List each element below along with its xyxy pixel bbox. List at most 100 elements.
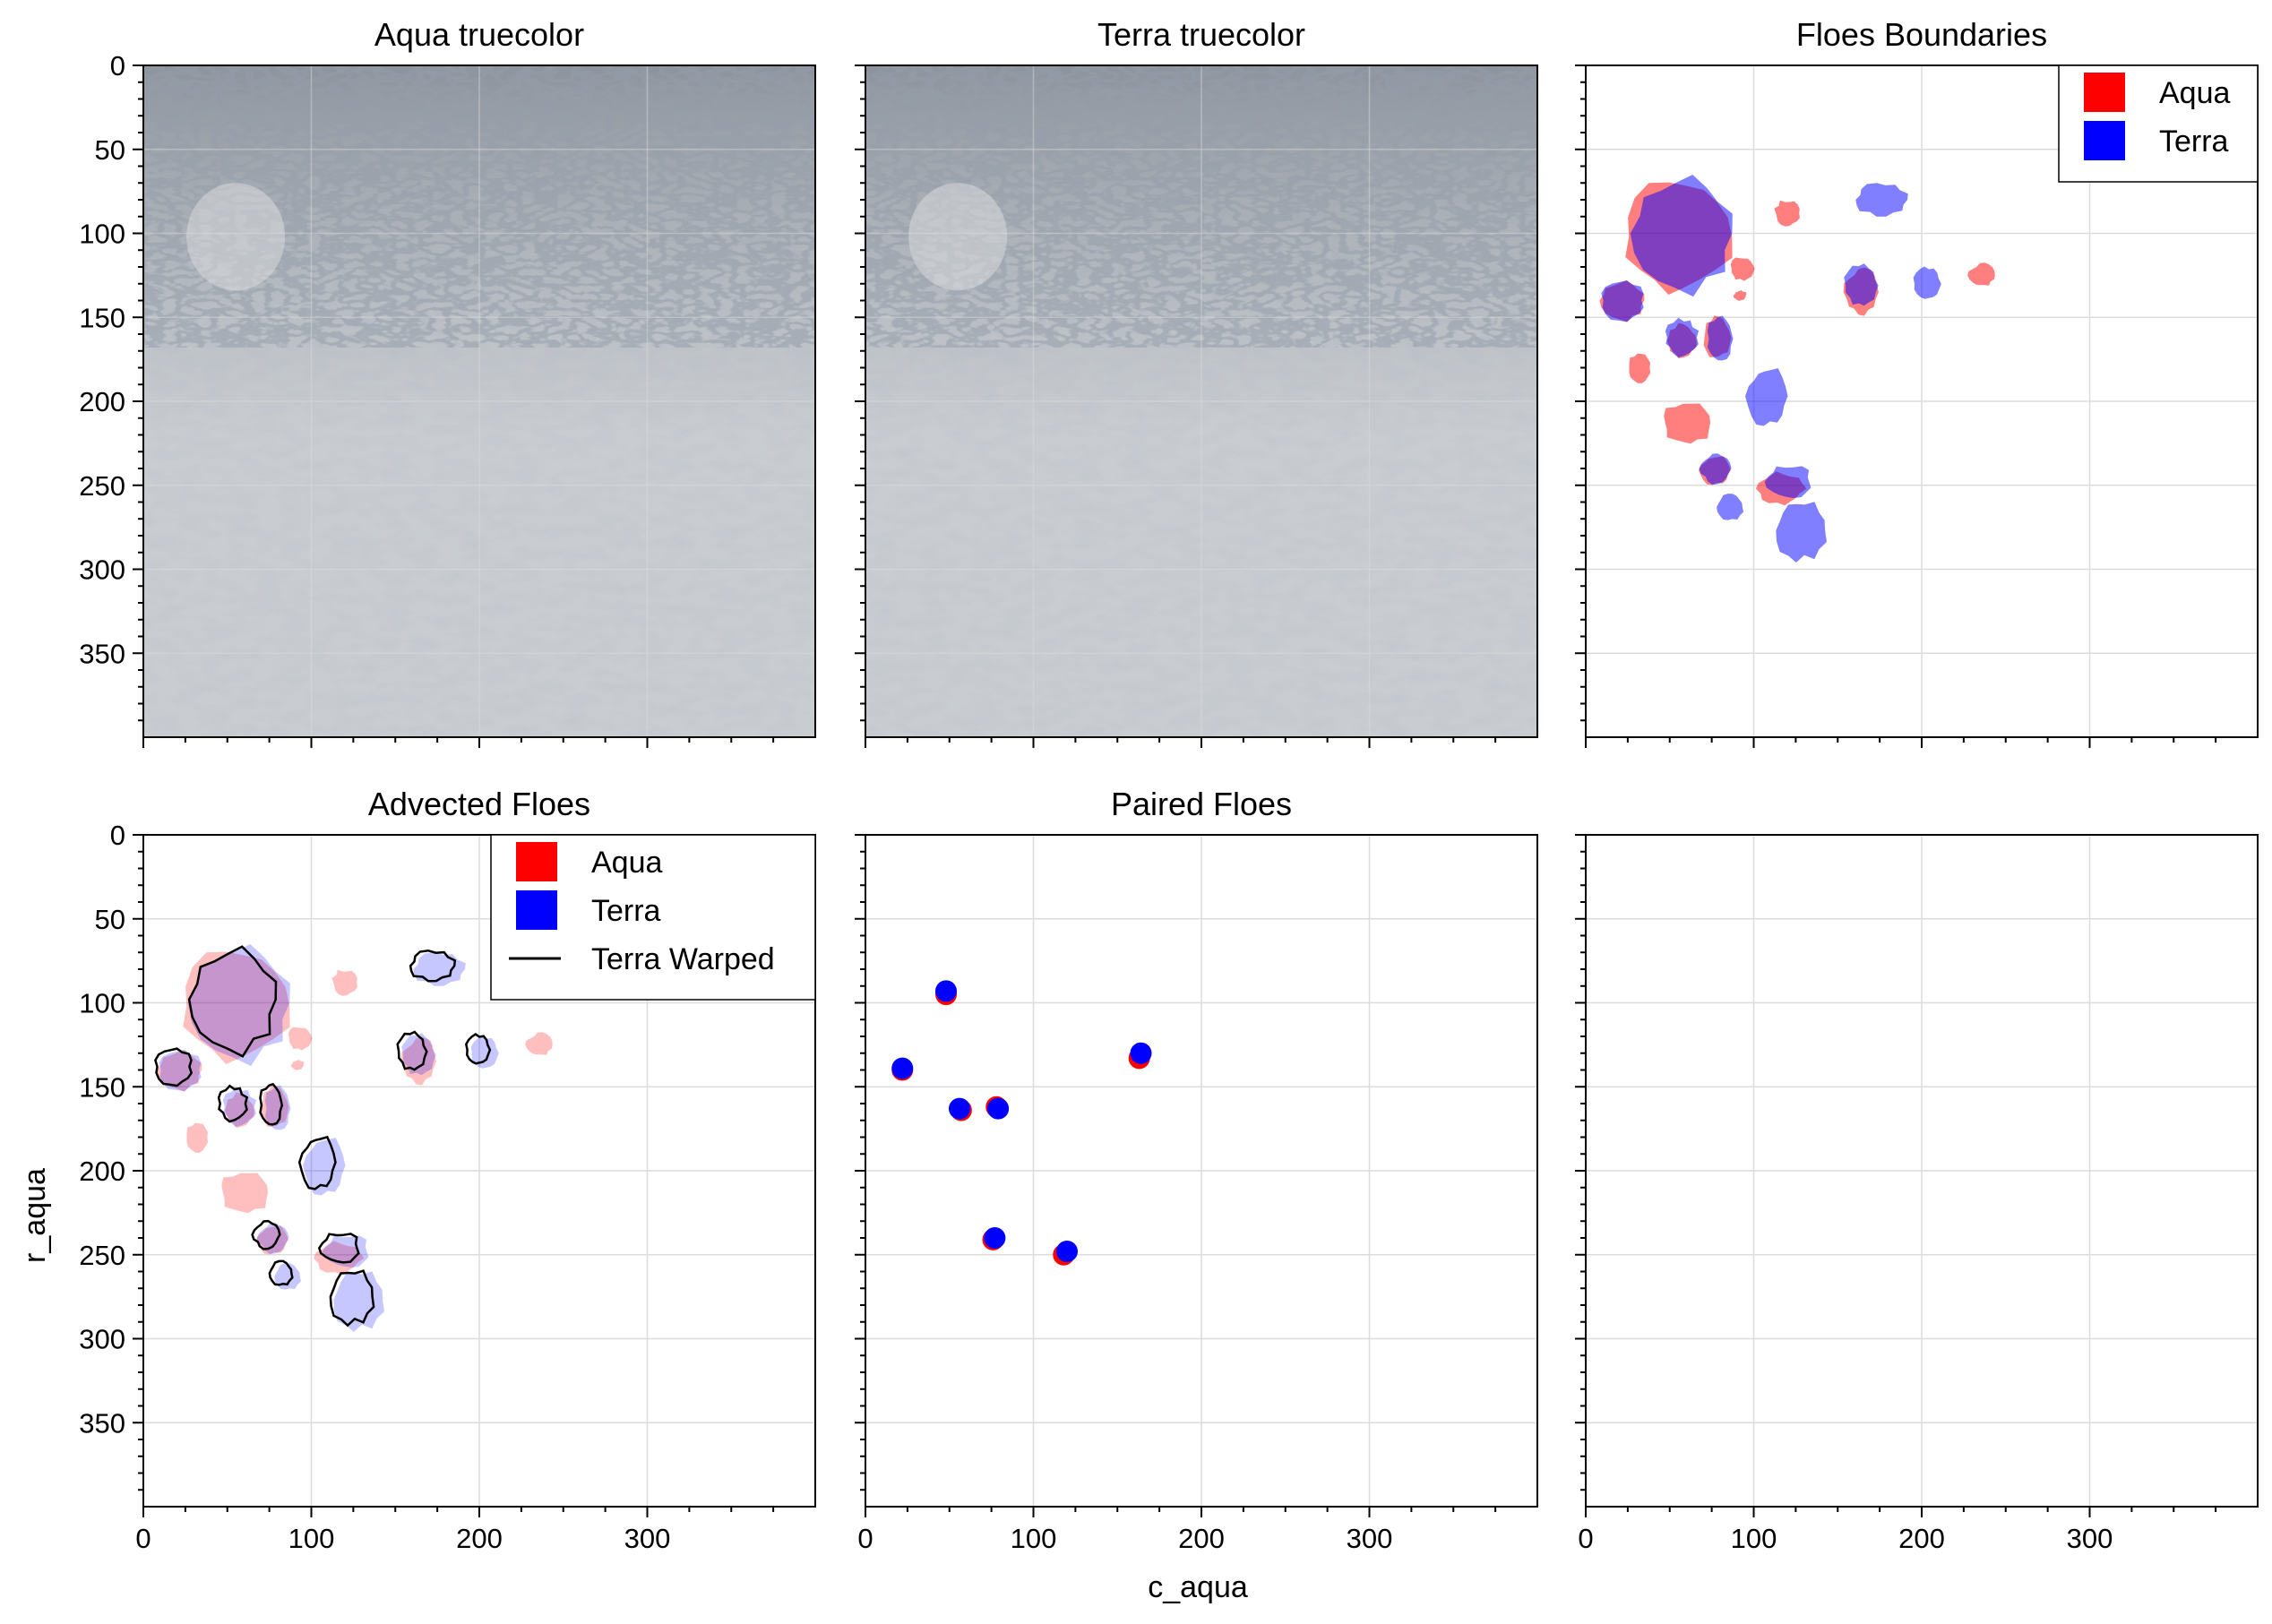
y-tick-label: 0: [110, 50, 125, 82]
large-floe-patch: [908, 183, 1008, 291]
paired-terra-point: [984, 1227, 1006, 1249]
y-tick-label: 300: [79, 1324, 125, 1355]
terra-warped-outline: [329, 1269, 375, 1328]
ticks: [855, 64, 1497, 748]
terra-warped-outline: [217, 1084, 249, 1123]
y-tick-label: 250: [79, 470, 125, 502]
y-tick-label: 50: [95, 904, 125, 935]
terra-floe: [413, 952, 466, 986]
aqua-floe: [400, 1036, 436, 1086]
satellite-image: [143, 65, 815, 737]
legend-label: Terra: [2159, 125, 2229, 159]
panel-paired-floes: 0 100 200 300 Paired Floes: [855, 786, 1538, 1554]
terra-floe: [1913, 266, 1941, 299]
grid: [1586, 835, 2258, 1507]
y-tick-label: 150: [79, 1071, 125, 1103]
terra-floe: [256, 1223, 289, 1254]
x-tick-label: 200: [1178, 1523, 1225, 1554]
terra-floe: [303, 1138, 346, 1196]
y-tick-label: 350: [79, 638, 125, 669]
terra-floe: [1764, 466, 1812, 498]
data-layer: [891, 980, 1152, 1266]
data-layer: [1599, 175, 1995, 563]
panel-title: Paired Floes: [1111, 786, 1292, 822]
y-tick-label: 300: [79, 554, 125, 586]
y-tick-label: 150: [79, 302, 125, 333]
legend-swatch-terra: [516, 890, 557, 930]
panel-advected-floes: 0 50 100 150 200 250 300 350 0 100 200 300 Advected …: [79, 786, 816, 1554]
terra-warped-outline: [409, 949, 457, 983]
aqua-floe: [1774, 200, 1800, 227]
legend-swatch-terra: [2084, 121, 2125, 160]
panel-title: Aqua truecolor: [374, 16, 584, 53]
legend-swatch-aqua: [2084, 73, 2125, 112]
legend-label: Aqua: [591, 846, 662, 880]
large-floe-patch: [186, 183, 286, 291]
data-layer: [154, 944, 553, 1332]
terra-floe: [470, 1035, 499, 1069]
legend-label: Terra: [591, 894, 661, 928]
panel-terra-truecolor: Terra truecolor: [855, 16, 1538, 748]
aqua-floe: [261, 1085, 289, 1127]
aqua-floe: [1730, 257, 1755, 281]
x-tick-label: 0: [857, 1523, 873, 1554]
panel-title: Advected Floes: [368, 786, 590, 822]
aqua-floe: [1733, 290, 1747, 301]
grid: [865, 835, 1537, 1507]
terra-warped-outline: [297, 1135, 337, 1190]
panel-title: Floes Boundaries: [1796, 16, 2047, 53]
y-tick-label: 100: [79, 219, 125, 250]
y-tick-label: 50: [95, 134, 125, 166]
paired-terra-point: [891, 1057, 914, 1079]
x-axis-label: c_aqua: [1148, 1570, 1248, 1604]
terra-floe: [264, 1085, 291, 1130]
y-tick-label: 200: [79, 386, 125, 417]
paired-terra-point: [1056, 1241, 1078, 1262]
ticks: [1575, 834, 2217, 1517]
aqua-floe: [186, 1122, 209, 1153]
aqua-floe: [313, 1241, 365, 1276]
x-tick-label: 100: [1731, 1523, 1777, 1554]
ticks: [133, 64, 775, 748]
terra-floe: [1855, 183, 1908, 217]
terra-floe: [1630, 175, 1733, 297]
terra-warped-outline: [251, 1219, 281, 1250]
legend-label: Aqua: [2159, 76, 2230, 110]
terra-warped-outline: [187, 945, 278, 1058]
terra-floe: [1776, 502, 1827, 563]
ticks: [855, 834, 1497, 1517]
aqua-floe: [221, 1173, 268, 1214]
terra-floe: [401, 1033, 436, 1076]
y-tick-label: 0: [110, 820, 125, 851]
y-tick-label: 250: [79, 1240, 125, 1271]
terra-floe: [1717, 494, 1743, 520]
terra-floe: [1601, 280, 1644, 322]
terra-warped-outline: [317, 1233, 360, 1264]
terra-floe: [1844, 263, 1879, 306]
satellite-image: [865, 65, 1537, 737]
x-tick-label: 0: [135, 1523, 151, 1554]
aqua-floe: [1629, 353, 1651, 383]
paired-terra-point: [1130, 1042, 1152, 1064]
aqua-floe: [331, 969, 357, 996]
grid: [865, 65, 1537, 737]
panel-empty: 0 100 200 300: [1575, 834, 2259, 1554]
terra-warped-outline: [464, 1032, 492, 1065]
x-tick-label: 200: [1898, 1523, 1945, 1554]
panel-floes-boundaries: Floes Boundaries Aqua Terra: [1575, 16, 2259, 748]
y-tick-label: 350: [79, 1407, 125, 1439]
ticks: [133, 834, 775, 1517]
y-tick-label: 200: [79, 1156, 125, 1187]
terra-floe: [1665, 317, 1700, 358]
x-tick-label: 100: [288, 1523, 335, 1554]
paired-terra-point: [935, 980, 957, 1002]
terra-floe: [274, 1263, 301, 1290]
x-tick-label: 300: [2067, 1523, 2113, 1554]
terra-floe: [1699, 453, 1732, 485]
panel-aqua-truecolor: 0 50 100 150 200 250 300 350 Aqua truecolor: [79, 16, 816, 748]
y-axis-label: r_aqua: [18, 1168, 52, 1263]
grid: [143, 65, 815, 737]
paired-terra-point: [987, 1097, 1010, 1120]
terra-warped-outline: [396, 1030, 428, 1071]
